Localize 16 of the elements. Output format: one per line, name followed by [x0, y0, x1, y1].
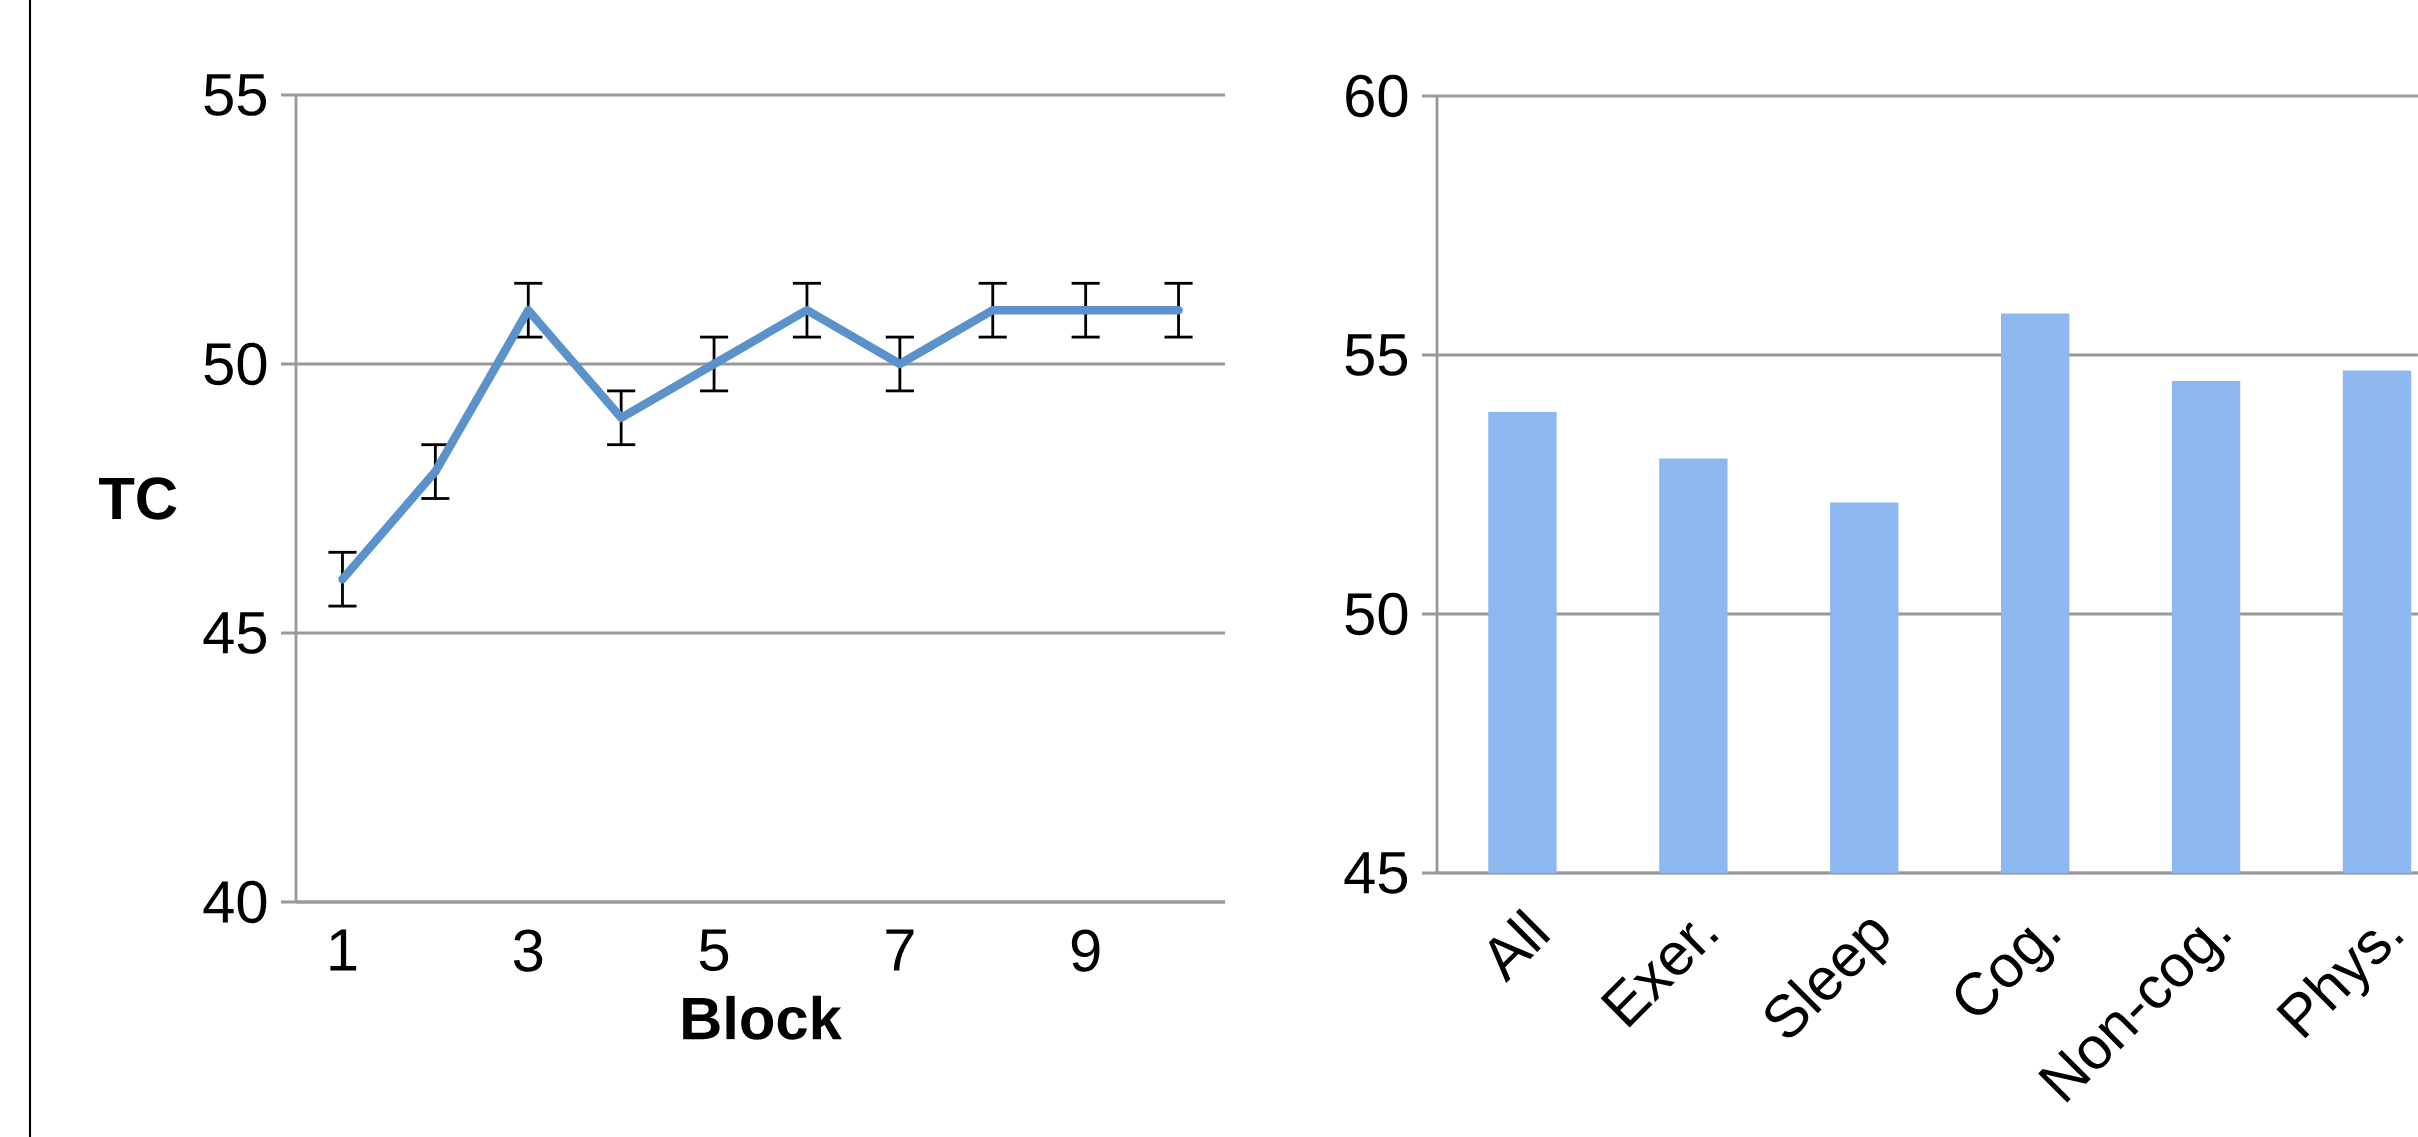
- x-tick-label: 5: [699, 929, 729, 972]
- y-tick-label: 40: [203, 880, 267, 924]
- x-tick-label: 3: [513, 929, 543, 972]
- y-axis-title: TC: [99, 477, 177, 520]
- x-tick-label: 1: [330, 929, 357, 971]
- y-tick-label: 55: [1345, 334, 1408, 376]
- x-tick-label: 9: [1071, 929, 1100, 972]
- y-tick-label: 55: [204, 74, 267, 116]
- x-tick-label: All: [1488, 908, 1551, 984]
- y-tick-label: 60: [1346, 74, 1408, 118]
- y-tick-label: 50: [204, 342, 267, 386]
- y-tick-label: 45: [1344, 852, 1408, 894]
- y-tick-label: 50: [1345, 592, 1408, 636]
- x-axis-title: Block: [683, 995, 842, 1040]
- x-tick-label: 7: [886, 929, 914, 971]
- y-tick-label: 45: [203, 612, 267, 654]
